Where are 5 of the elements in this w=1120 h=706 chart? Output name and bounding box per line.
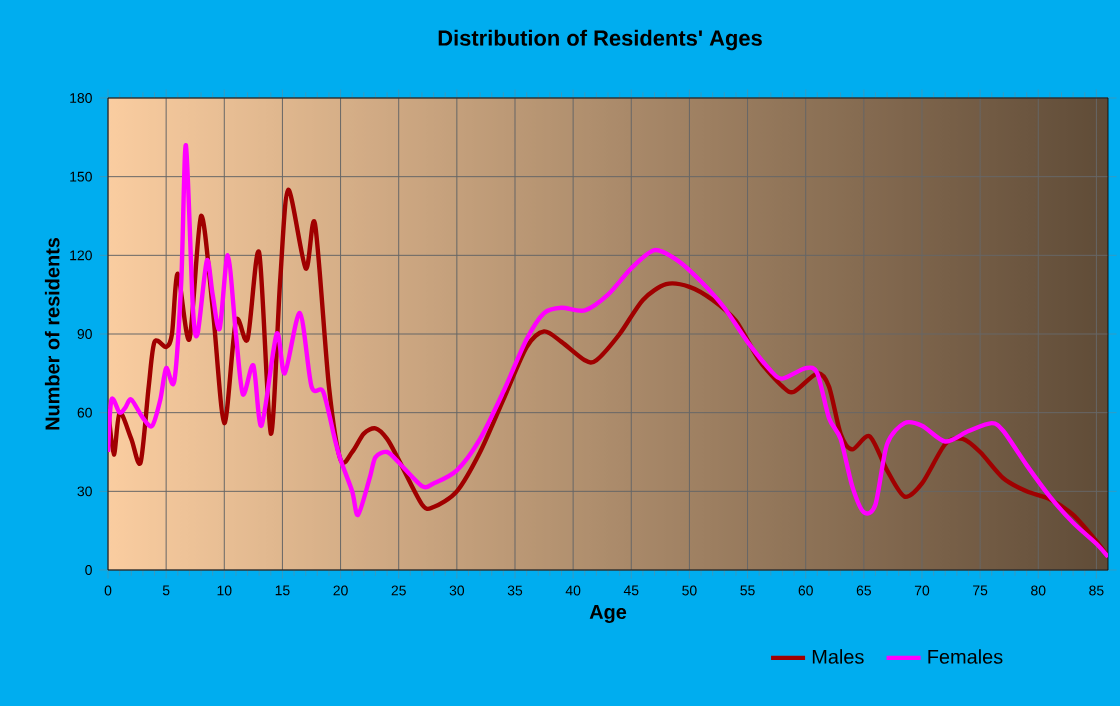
legend-label: Females (928, 649, 1003, 664)
y-axis-title: Number of residents (44, 237, 60, 430)
x-axis-title: Age (589, 605, 627, 624)
legend-label: Males (812, 649, 864, 664)
chart-title: Distribution of Residents' Ages (438, 29, 762, 51)
